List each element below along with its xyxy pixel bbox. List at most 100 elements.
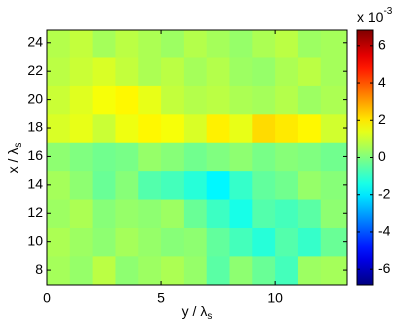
- heatmap-cell: [115, 56, 139, 86]
- heatmap-cell: [138, 227, 162, 257]
- heatmap-cell: [69, 199, 94, 228]
- heatmap-cell: [206, 255, 231, 285]
- y-tick-label: 14: [27, 176, 43, 192]
- heatmap-cell: [275, 113, 299, 143]
- heatmap-cell: [183, 142, 208, 172]
- heatmap-cell: [320, 227, 347, 257]
- heatmap-cell: [297, 255, 322, 285]
- heatmap-cell: [161, 199, 185, 228]
- heatmap-cell: [47, 227, 71, 257]
- heatmap-cell: [115, 255, 139, 285]
- heatmap-cell: [252, 30, 276, 58]
- heatmap-cell: [183, 113, 208, 143]
- heatmap-cell: [138, 30, 162, 58]
- y-tick-label: 20: [27, 90, 43, 106]
- heatmap-cell: [47, 30, 71, 58]
- heatmap-cell: [229, 170, 253, 200]
- heatmap-cell: [206, 170, 231, 200]
- heatmap-cell: [115, 170, 139, 200]
- y-axis-label: x / λs: [5, 143, 24, 174]
- colorbar-tick-label: 6: [378, 37, 386, 53]
- y-tick-label: 22: [27, 62, 43, 78]
- heatmap-cell: [183, 227, 208, 257]
- heatmap-cell: [297, 199, 322, 228]
- heatmap-cell: [92, 56, 116, 86]
- heatmap-cell: [161, 85, 185, 115]
- heatmap-cell: [206, 30, 231, 58]
- colorbar-tick-label: -2: [378, 185, 391, 201]
- heatmap-cell: [320, 255, 347, 285]
- heatmap-cell: [297, 85, 322, 115]
- heatmap-cell: [206, 227, 231, 257]
- heatmap-cell: [47, 142, 71, 172]
- heatmap-cell: [115, 113, 139, 143]
- heatmap-cell: [138, 85, 162, 115]
- heatmap-cell: [206, 142, 231, 172]
- heatmap-cell: [297, 113, 322, 143]
- heatmap-cell: [138, 170, 162, 200]
- heatmap-cell: [47, 199, 71, 228]
- heatmap-cell: [183, 255, 208, 285]
- heatmap-cell: [297, 170, 322, 200]
- heatmap-cell: [138, 56, 162, 86]
- y-tick-label: 18: [27, 119, 43, 135]
- heatmap-cell: [275, 199, 299, 228]
- heatmap-cell: [92, 142, 116, 172]
- heatmap-cell: [69, 85, 94, 115]
- heatmap-cell: [92, 85, 116, 115]
- heatmap-cell: [69, 170, 94, 200]
- heatmap-cell: [92, 113, 116, 143]
- x-tick-label: 0: [43, 290, 51, 306]
- heatmap-cell: [320, 113, 347, 143]
- heatmap-cell: [229, 85, 253, 115]
- heatmap-cell: [161, 30, 185, 58]
- heatmap-cell: [69, 227, 94, 257]
- heatmap-cell: [183, 30, 208, 58]
- colorbar-tick-label: 2: [378, 111, 386, 127]
- heatmap-cell: [320, 170, 347, 200]
- heatmap-cell: [47, 255, 71, 285]
- y-tick-label: 12: [27, 204, 43, 220]
- heatmap-cell: [161, 113, 185, 143]
- heatmap-cell: [138, 255, 162, 285]
- heatmap-cell: [69, 142, 94, 172]
- heatmap-cell: [69, 113, 94, 143]
- heatmap-cell: [161, 255, 185, 285]
- heatmap-cell: [275, 56, 299, 86]
- heatmap-cell: [92, 255, 116, 285]
- heatmap-cell: [69, 255, 94, 285]
- colorbar-tick-label: 4: [378, 74, 386, 90]
- heatmap-cell: [252, 170, 276, 200]
- plot-frame: [46, 29, 348, 286]
- heatmap-cell: [92, 199, 116, 228]
- heatmap-cell: [92, 30, 116, 58]
- heatmap-cell: [252, 113, 276, 143]
- heatmap: [47, 30, 347, 285]
- heatmap-cell: [69, 30, 94, 58]
- heatmap-cell: [138, 142, 162, 172]
- heatmap-cell: [47, 170, 71, 200]
- heatmap-cell: [92, 170, 116, 200]
- heatmap-cell: [252, 142, 276, 172]
- heatmap-cell: [115, 227, 139, 257]
- heatmap-cell: [229, 255, 253, 285]
- heatmap-cell: [229, 199, 253, 228]
- heatmap-cell: [115, 30, 139, 58]
- heatmap-cell: [92, 227, 116, 257]
- heatmap-cell: [320, 199, 347, 228]
- heatmap-cell: [297, 142, 322, 172]
- heatmap-cell: [252, 85, 276, 115]
- colorbar-tick-label: -4: [378, 223, 391, 239]
- heatmap-cell: [252, 227, 276, 257]
- heatmap-cell: [320, 30, 347, 58]
- heatmap-cell: [183, 56, 208, 86]
- y-tick-label: 16: [27, 147, 43, 163]
- heatmap-cell: [206, 199, 231, 228]
- heatmap-cell: [161, 170, 185, 200]
- heatmap-cell: [252, 56, 276, 86]
- heatmap-cell: [297, 56, 322, 86]
- heatmap-cell: [115, 199, 139, 228]
- heatmap-cell: [320, 85, 347, 115]
- heatmap-cell: [47, 113, 71, 143]
- heatmap-cell: [115, 142, 139, 172]
